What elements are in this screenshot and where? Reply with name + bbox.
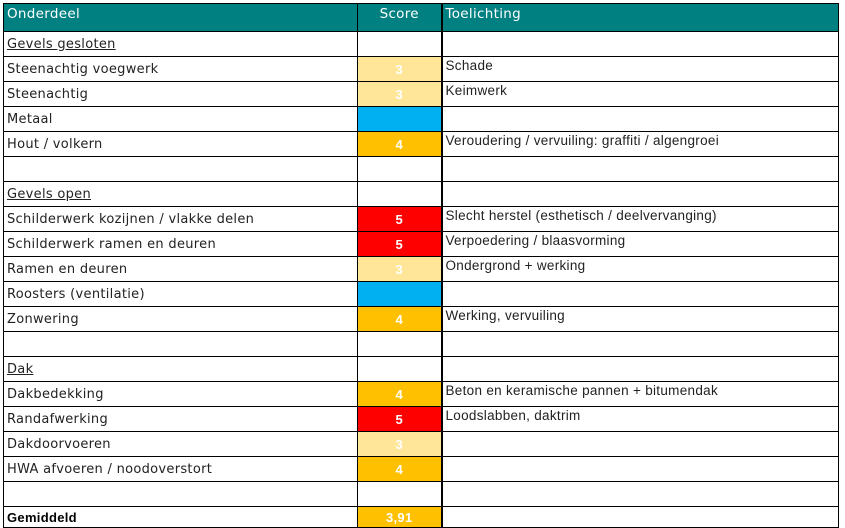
onderdeel-cell[interactable]: Zonwering: [3, 306, 358, 332]
toelichting-cell[interactable]: [441, 356, 839, 382]
section-row: Dak: [3, 356, 839, 382]
toelichting-cell[interactable]: Veroudering / vervuiling: graffiti / alg…: [441, 131, 839, 157]
toelichting-cell[interactable]: Werking, vervuiling: [441, 306, 839, 332]
onderdeel-cell[interactable]: Dakbedekking: [3, 381, 358, 407]
header-score[interactable]: Score: [357, 3, 443, 32]
onderdeel-cell[interactable]: [3, 331, 358, 357]
total-score[interactable]: 3,91: [357, 506, 443, 528]
section-row: Gevels gesloten: [3, 31, 839, 57]
toelichting-cell[interactable]: Beton en keramische pannen + bitumendak: [441, 381, 839, 407]
table-row: Dakdoorvoeren 3: [3, 431, 839, 457]
score-cell[interactable]: 3: [357, 431, 443, 457]
toelichting-cell[interactable]: [441, 331, 839, 357]
toelichting-cell[interactable]: [441, 431, 839, 457]
toelichting-cell[interactable]: Keimwerk: [441, 81, 839, 107]
onderdeel-cell[interactable]: Ramen en deuren: [3, 256, 358, 282]
toelichting-cell[interactable]: [441, 181, 839, 207]
table-row: Zonwering 4 Werking, vervuiling: [3, 306, 839, 332]
score-cell[interactable]: 5: [357, 206, 443, 232]
table-row: Metaal: [3, 106, 839, 132]
toelichting-cell[interactable]: [441, 106, 839, 132]
total-note-cell[interactable]: [441, 506, 839, 528]
section-title[interactable]: Gevels gesloten: [3, 31, 358, 57]
score-cell[interactable]: [357, 356, 443, 382]
table-row: HWA afvoeren / noodoverstort 4: [3, 456, 839, 482]
total-label[interactable]: Gemiddeld: [3, 506, 358, 528]
table-row: Steenachtig 3 Keimwerk: [3, 81, 839, 107]
table-row: Dakbedekking 4 Beton en keramische pannen …: [3, 381, 839, 407]
score-cell[interactable]: 4: [357, 456, 443, 482]
score-cell[interactable]: 3: [357, 256, 443, 282]
score-table: Onderdeel Score Toelichting Gevels geslo…: [3, 3, 839, 528]
table-row: Hout / volkern 4 Veroudering / vervuiling:…: [3, 131, 839, 157]
section-row: Gevels open: [3, 181, 839, 207]
score-cell[interactable]: [357, 481, 443, 507]
table-row: Steenachtig voegwerk 3 Schade: [3, 56, 839, 82]
toelichting-cell[interactable]: [441, 456, 839, 482]
onderdeel-cell[interactable]: [3, 156, 358, 182]
onderdeel-cell[interactable]: Randafwerking: [3, 406, 358, 432]
section-title-text: Gevels open: [7, 186, 92, 202]
score-cell[interactable]: [357, 181, 443, 207]
score-cell[interactable]: 4: [357, 381, 443, 407]
onderdeel-cell[interactable]: Schilderwerk kozijnen / vlakke delen: [3, 206, 358, 232]
table-row: Ramen en deuren 3 Ondergrond + werking: [3, 256, 839, 282]
toelichting-cell[interactable]: Loodslabben, daktrim: [441, 406, 839, 432]
table-row: Roosters (ventilatie): [3, 281, 839, 307]
onderdeel-cell[interactable]: Dakdoorvoeren: [3, 431, 358, 457]
section-title-text: Gevels gesloten: [7, 36, 116, 52]
score-cell[interactable]: [357, 156, 443, 182]
toelichting-cell[interactable]: [441, 156, 839, 182]
score-cell[interactable]: 3: [357, 81, 443, 107]
blank-row: [3, 481, 839, 507]
score-cell[interactable]: 4: [357, 306, 443, 332]
section-title-text: Dak: [7, 361, 34, 377]
blank-row: [3, 156, 839, 182]
toelichting-cell[interactable]: [441, 481, 839, 507]
onderdeel-cell[interactable]: Metaal: [3, 106, 358, 132]
blank-row: [3, 331, 839, 357]
onderdeel-cell[interactable]: Hout / volkern: [3, 131, 358, 157]
toelichting-cell[interactable]: [441, 281, 839, 307]
onderdeel-cell[interactable]: Steenachtig: [3, 81, 358, 107]
score-cell[interactable]: 3: [357, 56, 443, 82]
table-row: Schilderwerk kozijnen / vlakke delen 5 Sle…: [3, 206, 839, 232]
section-title[interactable]: Dak: [3, 356, 358, 382]
onderdeel-cell[interactable]: Steenachtig voegwerk: [3, 56, 358, 82]
section-title[interactable]: Gevels open: [3, 181, 358, 207]
table-row: Schilderwerk ramen en deuren 5 Verpoederin…: [3, 231, 839, 257]
onderdeel-cell[interactable]: Roosters (ventilatie): [3, 281, 358, 307]
toelichting-cell[interactable]: [441, 31, 839, 57]
toelichting-cell[interactable]: Schade: [441, 56, 839, 82]
score-cell[interactable]: 5: [357, 406, 443, 432]
score-cell[interactable]: [357, 31, 443, 57]
toelichting-cell[interactable]: Slecht herstel (esthetisch / deelvervang…: [441, 206, 839, 232]
toelichting-cell[interactable]: Verpoedering / blaasvorming: [441, 231, 839, 257]
header-onderdeel[interactable]: Onderdeel: [3, 3, 358, 32]
score-cell[interactable]: [357, 281, 443, 307]
score-cell[interactable]: [357, 106, 443, 132]
onderdeel-cell[interactable]: HWA afvoeren / noodoverstort: [3, 456, 358, 482]
header-row: Onderdeel Score Toelichting: [3, 3, 839, 32]
toelichting-cell[interactable]: Ondergrond + werking: [441, 256, 839, 282]
header-toelichting[interactable]: Toelichting: [441, 3, 839, 32]
total-row: Gemiddeld 3,91: [3, 506, 839, 528]
score-cell[interactable]: 5: [357, 231, 443, 257]
onderdeel-cell[interactable]: [3, 481, 358, 507]
table-row: Randafwerking 5 Loodslabben, daktrim: [3, 406, 839, 432]
score-cell[interactable]: [357, 331, 443, 357]
onderdeel-cell[interactable]: Schilderwerk ramen en deuren: [3, 231, 358, 257]
score-cell[interactable]: 4: [357, 131, 443, 157]
